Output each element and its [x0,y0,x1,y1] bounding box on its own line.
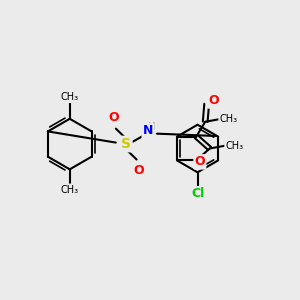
Text: N: N [143,124,153,137]
Text: S: S [121,137,131,151]
Text: H: H [148,122,156,132]
Text: Cl: Cl [191,187,204,200]
Text: O: O [134,164,144,177]
Text: CH₃: CH₃ [219,114,237,124]
Text: CH₃: CH₃ [61,184,79,194]
Text: O: O [194,155,205,168]
Text: CH₃: CH₃ [225,140,243,151]
Text: CH₃: CH₃ [61,92,79,102]
Text: O: O [208,94,219,107]
Text: O: O [108,111,119,124]
